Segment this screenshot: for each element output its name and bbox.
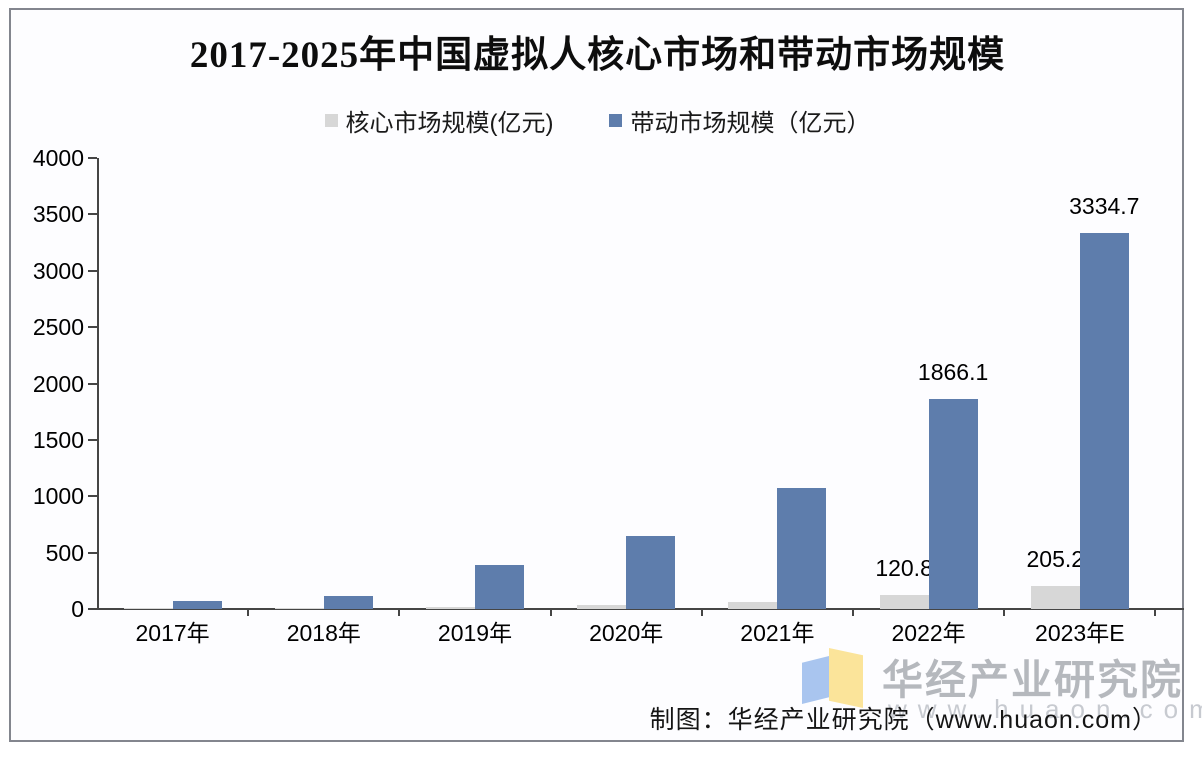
y-axis-tick: [88, 608, 97, 610]
x-axis-category-label: 2023年E: [1035, 620, 1125, 646]
y-axis-tick: [88, 213, 97, 216]
bar-driven-2021年: [777, 487, 827, 609]
bar-driven-2020年: [626, 536, 676, 609]
x-axis-category-label: 2017年: [135, 620, 210, 646]
bar-core-2021年: [728, 601, 778, 609]
x-axis-tick: [1003, 609, 1006, 616]
credit-line: 制图：华经产业研究院（www.huaon.com）: [649, 706, 1158, 734]
y-axis-tick-label: 4000: [32, 145, 84, 171]
y-axis-tick: [88, 269, 97, 272]
x-axis-tick: [1154, 609, 1157, 616]
y-axis-tick: [88, 157, 97, 159]
x-axis-tick: [398, 609, 401, 616]
data-label: 3334.7: [1069, 193, 1140, 219]
data-label: 120.8: [875, 555, 933, 582]
watermark-brand-text: 华经产业研究院: [882, 657, 1183, 703]
bar-core-2020年: [577, 605, 627, 609]
chart-title: 2017-2025年中国虚拟人核心市场和带动市场规模: [189, 35, 1006, 76]
x-axis-category-label: 2019年: [437, 620, 513, 646]
y-axis-tick-label: 0: [71, 596, 84, 622]
x-axis-category-label: 2022年: [891, 620, 966, 646]
bar-core-2018年: [274, 608, 324, 609]
y-axis-tick-label: 3500: [32, 201, 84, 228]
bar-driven-2017年: [172, 600, 222, 609]
x-axis-category-label: 2018年: [286, 620, 361, 646]
huajing-logo-icon: [802, 648, 864, 708]
bar-driven-2023年E: [1079, 233, 1129, 609]
y-axis-tick-label: 3000: [32, 257, 84, 284]
x-axis-category-label: 2021年: [740, 620, 815, 646]
bar-driven-2022年: [928, 398, 978, 609]
y-axis-tick-label: 2500: [32, 314, 84, 341]
x-axis-line: [97, 608, 1184, 610]
legend-item-0: 核心市场规模(亿元): [324, 103, 554, 138]
legend-label: 带动市场规模（亿元）: [630, 110, 871, 137]
y-axis-tick-label: 2000: [32, 370, 84, 397]
x-axis-tick: [852, 609, 854, 616]
y-axis-tick: [88, 326, 97, 329]
x-axis-tick: [247, 609, 250, 616]
x-axis-tick: [700, 609, 703, 616]
watermark-site-text: www.huaon.com: [888, 694, 1202, 724]
legend-swatch-icon: [324, 114, 338, 127]
brand-watermark: 华经产业研究院 www.huaon.com: [800, 642, 1202, 728]
logo-yellow-page: [829, 648, 863, 708]
y-axis-tick: [88, 382, 97, 385]
y-axis-line: [97, 158, 99, 609]
bar-core-2017年: [123, 608, 173, 609]
bar-driven-2019年: [475, 565, 524, 609]
x-axis-tick: [549, 609, 552, 616]
data-label: 205.2: [1026, 545, 1085, 572]
legend-item-1: 带动市场规模（亿元）: [609, 103, 870, 138]
y-axis-tick: [88, 551, 97, 554]
data-label: 1866.1: [917, 358, 989, 385]
y-axis-tick-label: 1500: [32, 426, 84, 453]
y-axis-tick: [88, 495, 97, 498]
y-axis-tick: [88, 438, 97, 441]
y-axis-tick-label: 500: [45, 539, 84, 566]
bar-core-2019年: [426, 607, 475, 609]
chart-border-box: [9, 8, 1184, 742]
x-axis-category-label: 2020年: [589, 620, 664, 646]
bar-core-2023年E: [1030, 585, 1080, 609]
bar-core-2022年: [879, 595, 929, 609]
legend-label: 核心市场规模(亿元): [345, 110, 554, 137]
legend-swatch-icon: [609, 114, 623, 127]
bar-driven-2018年: [323, 596, 373, 609]
chart-legend: 核心市场规模(亿元) 带动市场规模（亿元）: [9, 103, 1186, 138]
y-axis-tick-label: 1000: [32, 483, 84, 510]
logo-blue-page: [802, 656, 829, 704]
